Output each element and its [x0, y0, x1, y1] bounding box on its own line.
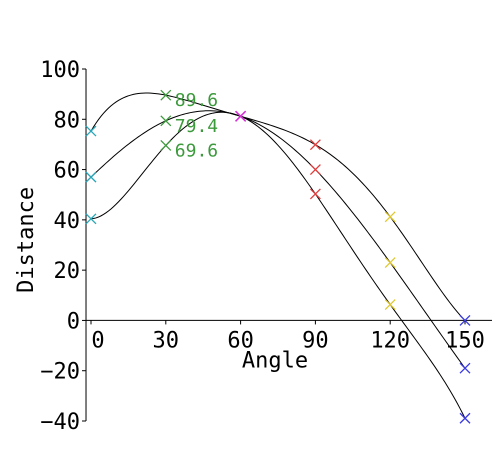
marker-stroke	[160, 115, 172, 127]
marker-stroke	[160, 89, 172, 101]
marker-stroke	[85, 213, 97, 225]
y-tick-label: −40	[40, 410, 80, 435]
y-tick-label: 20	[54, 259, 81, 284]
y-tick-label: 60	[54, 159, 81, 184]
series-3-line	[90, 111, 466, 419]
x-axis-label: Angle	[242, 348, 308, 373]
marker-stroke	[309, 188, 321, 200]
series-3-point	[309, 188, 321, 200]
data-label: 79.4	[175, 116, 218, 137]
markers	[85, 89, 471, 424]
marker-stroke	[459, 314, 471, 326]
series-2-point	[85, 171, 97, 183]
x-tick-label: 150	[445, 328, 485, 353]
marker-stroke	[85, 171, 97, 183]
series-1-point	[459, 314, 471, 326]
series-1-point	[384, 211, 396, 223]
y-tick-label: 80	[54, 108, 81, 133]
labels: −40 −20 0 20 40 60 80 100 0 30 60 90 120 150 Angle Dist…	[14, 58, 485, 435]
marker-stroke	[235, 110, 247, 122]
x-tick-label: 30	[153, 328, 180, 353]
axes	[82, 68, 492, 422]
series-3-point	[459, 412, 471, 424]
y-axis-label: Distance	[14, 187, 39, 293]
series-2-point	[384, 257, 396, 269]
y-tick-label: −20	[40, 360, 80, 385]
marker-stroke	[459, 362, 471, 374]
marker-stroke	[309, 164, 321, 176]
data-label: 69.6	[175, 140, 218, 161]
series-3-point	[85, 213, 97, 225]
x-tick-label: 120	[370, 328, 410, 353]
curves	[90, 92, 466, 419]
marker-stroke	[459, 412, 471, 424]
marker-stroke	[309, 139, 321, 151]
marker-stroke	[85, 125, 97, 137]
y-tick-label: 40	[54, 209, 81, 234]
x-tick-label: 90	[302, 328, 329, 353]
series-1-point	[160, 89, 172, 101]
series-2-point	[459, 362, 471, 374]
series-1-point	[309, 139, 321, 151]
y-tick-label: 100	[40, 58, 80, 83]
series-3-point	[235, 110, 247, 122]
marker-stroke	[384, 299, 396, 311]
series-1-line	[90, 92, 466, 321]
x-tick-label: 60	[227, 328, 254, 353]
series-1-point	[85, 125, 97, 137]
series-2-point	[160, 115, 172, 127]
data-label: 89.6	[175, 90, 218, 111]
series-3-point	[160, 139, 172, 151]
marker-stroke	[160, 139, 172, 151]
x-tick-label: 0	[91, 328, 104, 353]
series-3-point	[384, 299, 396, 311]
marker-stroke	[384, 211, 396, 223]
series-2-point	[309, 164, 321, 176]
series-2-line	[90, 110, 466, 369]
y-tick-label: 0	[67, 309, 80, 334]
marker-stroke	[384, 257, 396, 269]
